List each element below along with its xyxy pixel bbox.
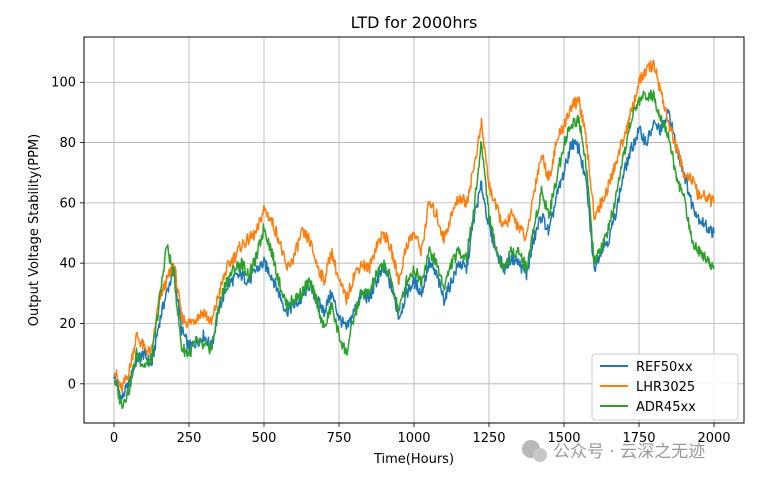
x-tick-label: 1000 [397,431,430,446]
y-axis: 0 20 40 60 80 100 [51,76,84,392]
x-tick-label: 750 [327,431,352,446]
legend-label-ref50xx: REF50xx [636,360,693,375]
y-tick-label: 80 [59,136,76,151]
y-tick-label: 100 [51,76,76,91]
series-line-adr45xx [113,89,715,410]
watermark: 公众号 · 云深之无迹 [522,440,705,462]
series-layer [113,59,715,410]
legend: REF50xx LHR3025 ADR45xx [591,353,739,421]
y-tick-label: 60 [59,196,76,211]
x-axis: 0 250 500 750 1000 1250 1500 1750 2000 [110,423,731,446]
x-tick-label: 500 [252,431,277,446]
wechat-icon-secondary [533,448,547,462]
y-tick-label: 20 [59,317,76,332]
x-tick-label: 0 [110,431,118,446]
legend-label-lhr3025: LHR3025 [636,380,695,395]
watermark-text: 公众号 · 云深之无迹 [553,442,705,462]
x-tick-label: 1250 [472,431,505,446]
x-tick-label: 1500 [547,431,580,446]
y-tick-label: 40 [59,257,76,272]
x-axis-title: Time(Hours) [373,452,454,467]
x-tick-label: 2000 [697,431,730,446]
x-tick-label: 250 [177,431,202,446]
legend-label-adr45xx: ADR45xx [636,400,696,415]
y-axis-title: Output Voltage Stability(PPM) [27,134,42,326]
series-line-lhr3025 [113,59,715,393]
legend-box [591,353,739,421]
chart-title: LTD for 2000hrs [351,13,478,32]
y-tick-label: 0 [68,377,76,392]
x-tick-label: 1750 [622,431,655,446]
